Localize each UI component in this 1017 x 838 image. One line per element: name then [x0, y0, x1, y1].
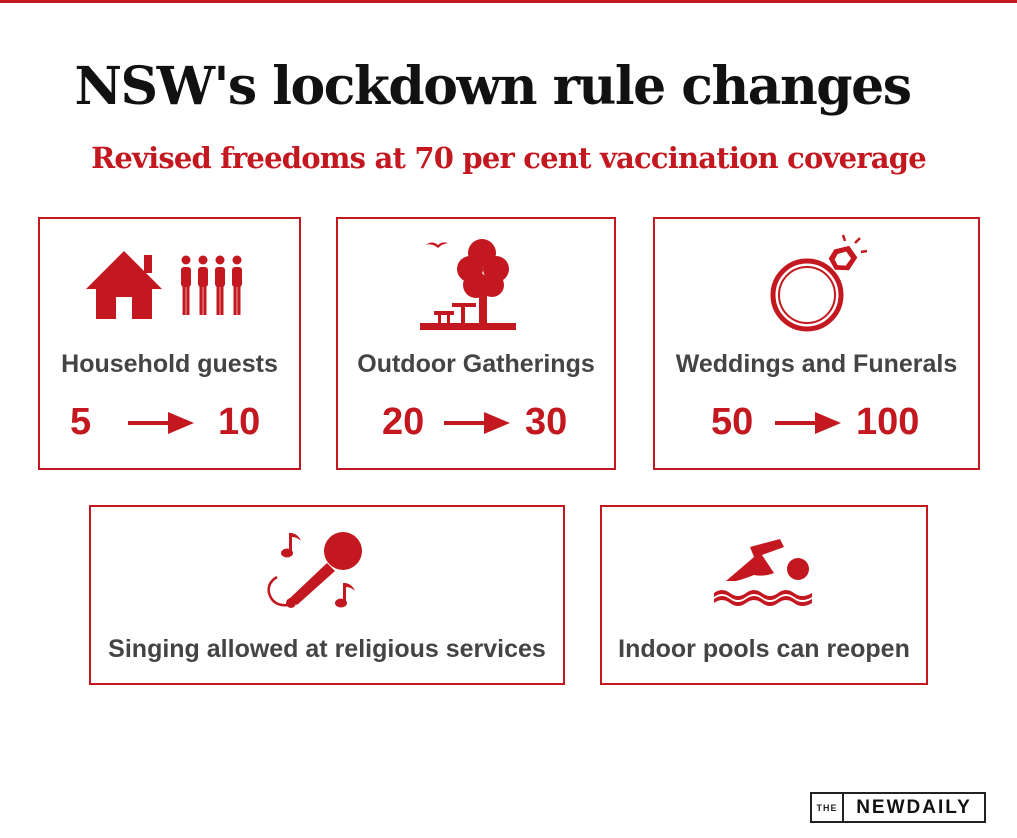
change-row: 50 100 [655, 397, 978, 447]
page-subtitle: Revised freedoms at 70 per cent vaccinat… [91, 141, 927, 175]
to-value: 10 [218, 401, 261, 443]
card-household-guests: Household guests 5 10 [38, 217, 301, 470]
swimmer-icon [714, 539, 812, 606]
diamond-ring-icon [770, 234, 868, 332]
card-label: Outdoor Gatherings [357, 350, 595, 378]
park-tree-icon [420, 239, 516, 330]
house-and-people-icon [86, 251, 242, 319]
from-value: 50 [711, 401, 754, 443]
from-value: 20 [382, 401, 425, 443]
arrow-right-icon [128, 412, 194, 434]
card-label: Household guests [61, 350, 278, 378]
to-value: 30 [525, 401, 568, 443]
newdaily-logo: THE NEWDAILY [810, 792, 986, 823]
microphone-icon [267, 532, 362, 608]
card-indoor-pools: Indoor pools can reopen [600, 505, 928, 685]
change-row: 5 10 [40, 397, 299, 447]
to-value: 100 [856, 401, 920, 443]
card-label: Weddings and Funerals [675, 350, 958, 378]
arrow-right-icon [775, 412, 841, 434]
arrow-right-icon [444, 412, 510, 434]
top-rule [0, 0, 1017, 3]
card-label: Singing allowed at religious services [108, 635, 546, 663]
card-label: Indoor pools can reopen [618, 635, 910, 663]
from-value: 5 [70, 401, 92, 443]
logo-prefix: THE [816, 802, 838, 813]
logo-divider [842, 794, 844, 821]
card-outdoor-gatherings: Outdoor Gatherings 20 30 [336, 217, 616, 470]
card-singing-religious: Singing allowed at religious services [89, 505, 565, 685]
card-weddings-funerals: Weddings and Funerals 50 100 [653, 217, 980, 470]
logo-brand: NEWDAILY [856, 796, 972, 818]
page-title: NSW's lockdown rule changes [74, 56, 912, 117]
change-row: 20 30 [338, 397, 614, 447]
